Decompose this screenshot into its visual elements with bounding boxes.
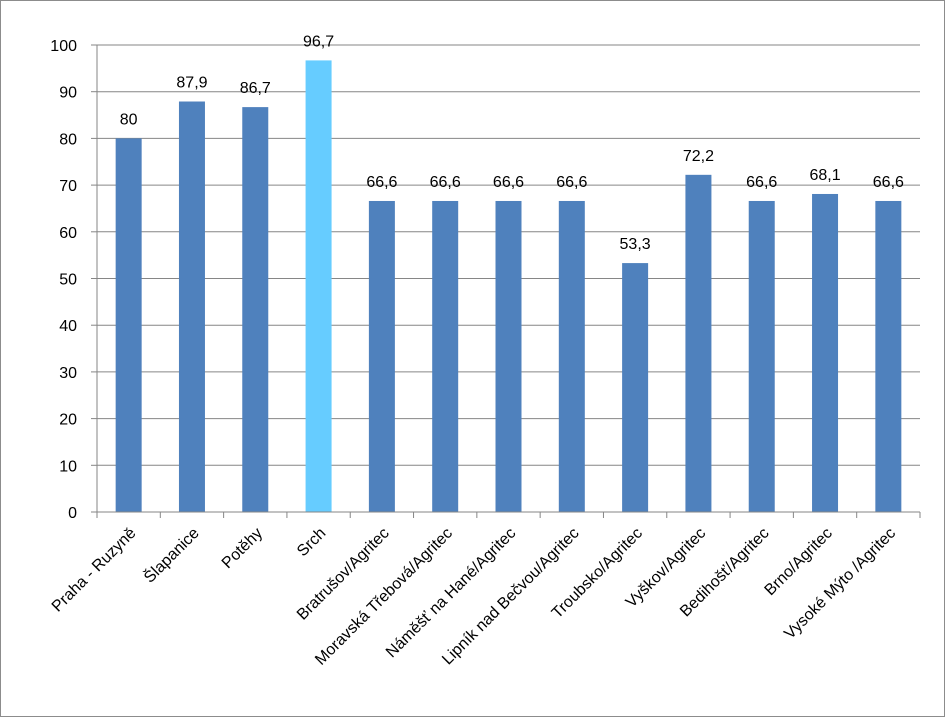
data-label: 87,9 xyxy=(176,75,207,92)
y-tick-label: 0 xyxy=(68,505,77,522)
data-label: 96,7 xyxy=(303,33,334,50)
y-tick-labels: 0 10 20 30 40 50 60 70 80 90 100 xyxy=(50,38,77,522)
bar xyxy=(812,193,839,512)
bars xyxy=(115,60,902,513)
data-label: 66,6 xyxy=(430,174,461,191)
data-label: 72,2 xyxy=(683,148,714,165)
bar xyxy=(432,200,459,512)
y-tick-label: 40 xyxy=(59,318,77,335)
data-label: 66,6 xyxy=(873,174,904,191)
category-label: Šlapanice xyxy=(140,523,203,586)
bar xyxy=(748,200,775,512)
y-tick-label: 60 xyxy=(59,225,77,242)
data-label: 86,7 xyxy=(240,80,271,97)
y-tick-label: 90 xyxy=(59,85,77,102)
axes xyxy=(91,44,921,518)
bar xyxy=(115,138,142,512)
y-tick-label: 70 xyxy=(59,178,77,195)
category-label: Srch xyxy=(294,525,329,560)
y-tick-label: 20 xyxy=(59,412,77,429)
y-tick-label: 30 xyxy=(59,365,77,382)
bar xyxy=(622,263,649,512)
bar xyxy=(495,200,522,512)
y-tick-label: 10 xyxy=(59,458,77,475)
bar xyxy=(685,174,712,513)
bar xyxy=(558,200,585,512)
data-label: 66,6 xyxy=(556,174,587,191)
category-label: Praha - Ruzyně xyxy=(49,525,140,616)
category-label: Vysoké Mýto /Agritec xyxy=(781,525,899,643)
data-label: 53,3 xyxy=(620,236,651,253)
data-label: 66,6 xyxy=(493,174,524,191)
bar xyxy=(368,200,395,512)
data-label: 66,6 xyxy=(366,174,397,191)
y-tick-label: 100 xyxy=(50,38,77,55)
bar xyxy=(305,60,332,512)
bar xyxy=(242,107,269,513)
data-label: 68,1 xyxy=(809,167,840,184)
category-label: Potěhy xyxy=(219,525,266,572)
category-label: Náměšť na Hané/Agritec xyxy=(383,525,519,661)
bar xyxy=(178,101,205,512)
data-label: 80 xyxy=(120,111,138,128)
bar xyxy=(875,200,902,512)
y-tick-label: 80 xyxy=(59,131,77,148)
data-labels: 80 87,9 86,7 96,7 66,6 66,6 66,6 66,6 53,3 72,2 66… xyxy=(120,33,904,253)
data-label: 66,6 xyxy=(746,174,777,191)
y-tick-label: 50 xyxy=(59,272,77,289)
category-labels: Praha - Ruzyně Šlapanice Potěhy SrchBratruš… xyxy=(49,523,899,668)
